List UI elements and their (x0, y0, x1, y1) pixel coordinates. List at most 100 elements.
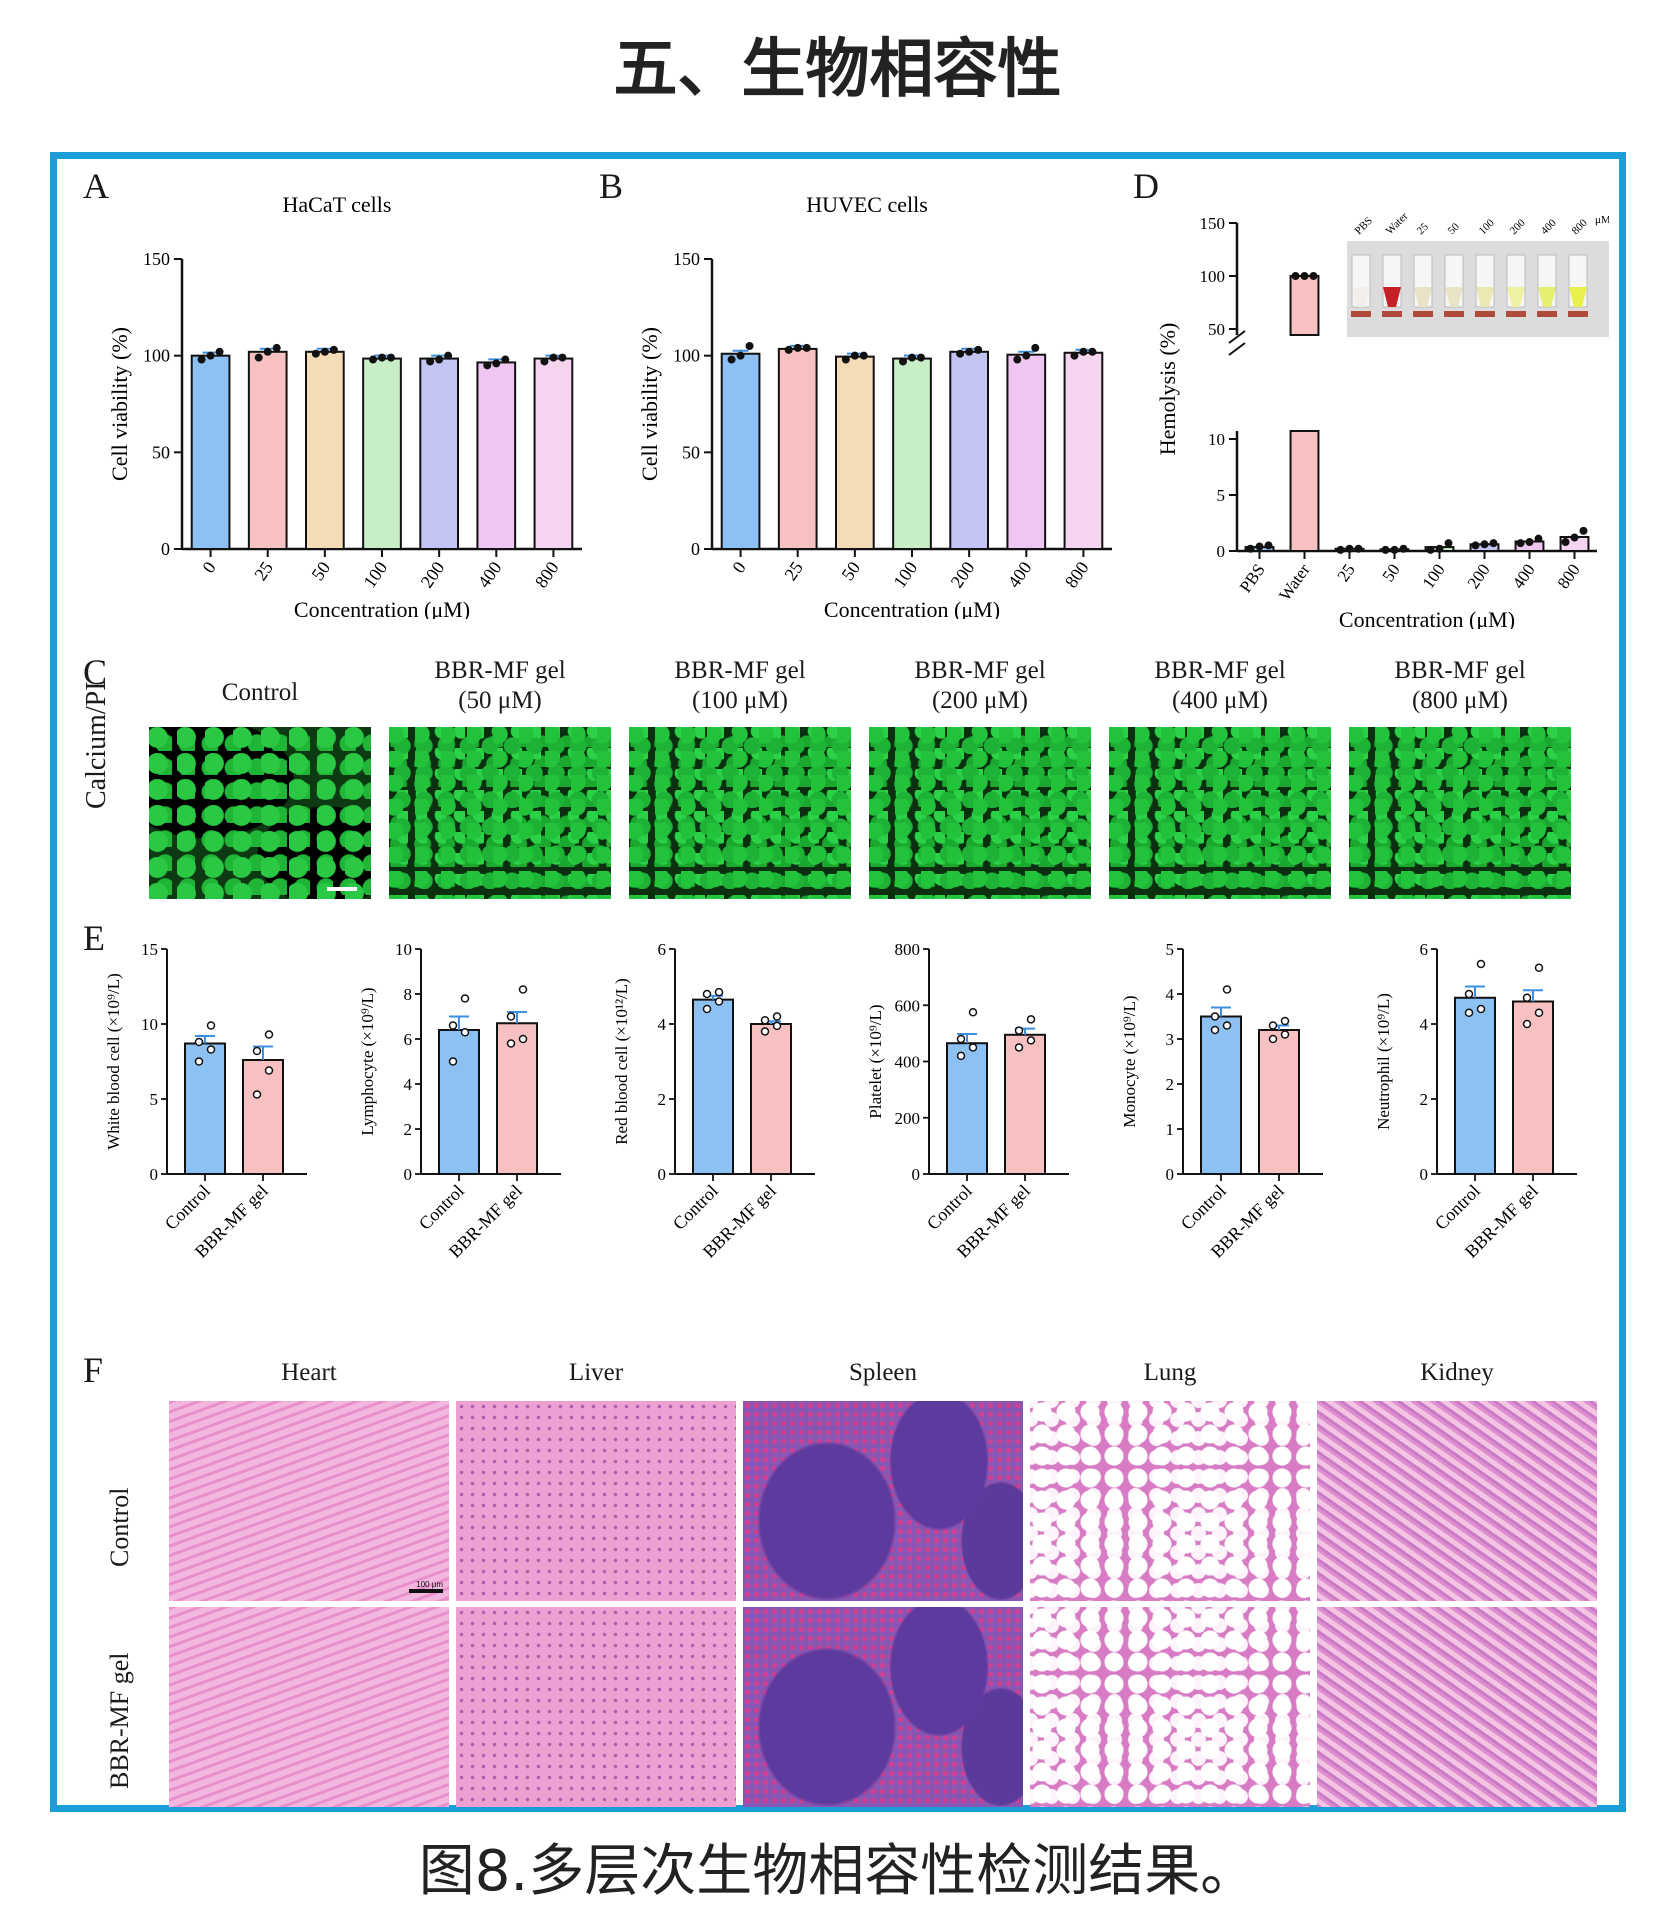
x-tick-label: Control (1177, 1181, 1230, 1234)
data-point (1014, 1026, 1024, 1035)
y-tick-label: 2 (658, 1090, 667, 1109)
fluorescence-image (629, 727, 851, 899)
inset-tube-label: 400 (1539, 217, 1560, 238)
data-point (329, 345, 338, 354)
organ-label-lung: Lung (1143, 1359, 1197, 1386)
data-point (194, 1057, 204, 1066)
y-tick-label: 400 (895, 1053, 921, 1072)
bar-800 (533, 357, 574, 550)
y-tick-label: 800 (895, 940, 921, 959)
y-tick-label: 6 (1420, 940, 1429, 959)
data-point (772, 1012, 782, 1021)
data-point (793, 343, 802, 352)
tube-rack (1568, 311, 1588, 317)
data-point (736, 351, 745, 360)
data-point (1444, 539, 1453, 548)
data-point (1013, 355, 1022, 364)
y-tick-label: 0 (912, 1165, 921, 1184)
organ-label-heart: Heart (281, 1359, 337, 1386)
data-point (501, 355, 510, 364)
y-tick-label: 4 (1166, 985, 1175, 1004)
panel-letter-d: D (1133, 166, 1159, 206)
he-image-liver (456, 1401, 736, 1601)
data-point (1579, 526, 1588, 535)
data-point (254, 353, 263, 362)
inset-tube-label: 100 (1477, 217, 1498, 238)
data-point (1464, 1008, 1474, 1017)
panel-c-col-subtitle: (200 μM) (931, 687, 1029, 714)
data-point (1022, 351, 1031, 360)
bar-400 (1006, 353, 1047, 550)
data-point (968, 1008, 978, 1017)
bar-Control (438, 1029, 480, 1175)
data-point (444, 351, 453, 360)
data-point (215, 347, 224, 356)
scale-bar-label: 100 μm (416, 1580, 443, 1589)
data-point (1280, 1030, 1290, 1039)
y-tick-label: 100 (1200, 267, 1226, 286)
data-point (1534, 963, 1544, 972)
tube-liquid (1445, 287, 1463, 307)
data-point (252, 1090, 262, 1099)
data-point (1210, 1012, 1220, 1021)
organ-label-liver: Liver (568, 1359, 624, 1386)
bar-100 (892, 357, 932, 550)
y-tick-label: 10 (395, 940, 412, 959)
data-point (1336, 545, 1345, 554)
data-point (1268, 1034, 1278, 1044)
data-point (1534, 1008, 1544, 1017)
x-tick-label: 50 (837, 558, 864, 584)
y-tick-label: 0 (161, 539, 170, 559)
y-tick-label: 200 (895, 1109, 921, 1128)
y-tick-label: 6 (404, 1030, 413, 1049)
scale-bar (327, 887, 357, 891)
y-tick-label: 100 (143, 346, 170, 366)
bar-BBR-MF gel (1004, 1033, 1046, 1175)
y-tick-label: 4 (658, 1015, 667, 1034)
x-tick-label: 400 (474, 558, 506, 592)
axis-break-mark (1228, 342, 1246, 356)
tube-rack (1382, 311, 1402, 317)
y-axis-label: Lymphocyte (×10⁹/L) (358, 987, 377, 1135)
data-point (1210, 1025, 1220, 1035)
data-point (460, 1028, 470, 1037)
data-point (956, 1051, 966, 1061)
data-point (1522, 1019, 1532, 1029)
data-point (264, 1030, 274, 1039)
data-point (1300, 272, 1309, 280)
data-point (1222, 1021, 1232, 1030)
organ-label-spleen: Spleen (848, 1359, 918, 1386)
data-point (206, 1045, 216, 1054)
data-point (1516, 539, 1525, 548)
bar-BBR-MF gel (1512, 1000, 1554, 1175)
y-axis-label: Platelet (×10⁹/L) (866, 1004, 885, 1118)
data-point (1426, 545, 1435, 554)
hemolysis-tube-photo: PBS Water 25 50 100 200 400 800 μM (1347, 210, 1611, 337)
y-tick-label: 150 (143, 249, 170, 269)
y-tick-label: 2 (404, 1120, 413, 1139)
data-point (859, 351, 868, 360)
bar-Water-upper (1289, 275, 1320, 336)
bar-Control (1454, 996, 1496, 1175)
chart-huvec-viability: HUVEC cells 0 50 100 150 Cell viability (%) 0 2… (637, 192, 1112, 619)
data-point (1381, 545, 1390, 554)
y-tick-label: 100 (673, 346, 700, 366)
data-point (506, 1039, 516, 1048)
bar-0 (720, 352, 761, 550)
data-point (492, 359, 501, 368)
inset-tube-label: 25 (1415, 221, 1432, 238)
x-tick-label: Control (1431, 1181, 1484, 1234)
x-tick-label: 50 (307, 558, 334, 584)
organ-label-kidney: Kidney (1420, 1359, 1494, 1386)
data-point (760, 1016, 770, 1025)
data-point (784, 345, 793, 354)
y-axis-label: Monocyte (×10⁹/L) (1120, 995, 1139, 1127)
y-tick-label: 15 (141, 940, 158, 959)
panel-c-live-dead: Calcium/PI Control BBR-MF gel (50 μM) BBR-M… (81, 649, 1617, 899)
y-tick-label: 5 (1217, 486, 1226, 505)
panel-c-col-title: BBR-MF gel (674, 657, 806, 684)
y-tick-label: 1 (1166, 1120, 1175, 1139)
y-tick-label: 4 (1420, 1015, 1429, 1034)
